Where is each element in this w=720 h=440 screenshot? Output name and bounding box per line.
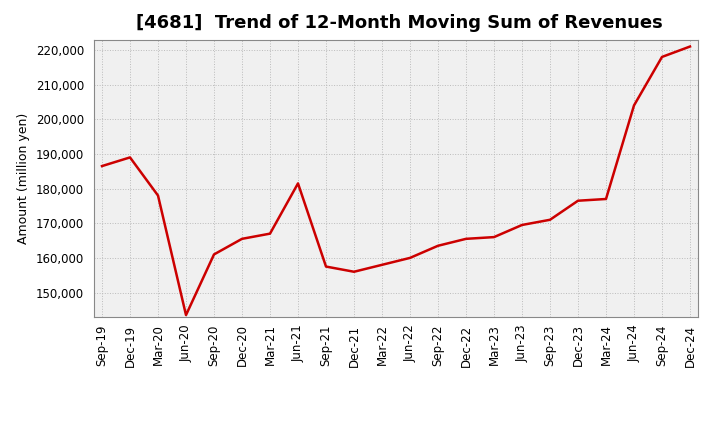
Y-axis label: Amount (million yen): Amount (million yen) [17,113,30,244]
Text: [4681]  Trend of 12-Month Moving Sum of Revenues: [4681] Trend of 12-Month Moving Sum of R… [136,15,662,33]
